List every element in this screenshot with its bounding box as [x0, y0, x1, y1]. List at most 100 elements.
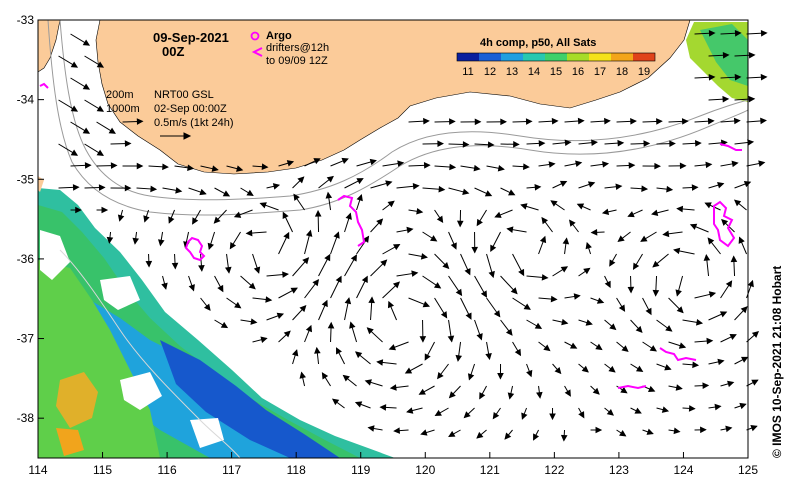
- current-vector-head: [393, 244, 401, 251]
- lat-tick-label: -34: [17, 93, 35, 107]
- lon-tick-label: 120: [415, 463, 435, 477]
- current-vector-head: [423, 117, 430, 125]
- current-vector-head: [387, 300, 395, 309]
- lon-tick-label: 124: [673, 463, 693, 477]
- current-vector-head: [618, 304, 626, 312]
- current-vector-head: [620, 386, 628, 394]
- current-vector-head: [513, 140, 520, 148]
- current-vector-head: [652, 289, 660, 297]
- current-vector-head: [282, 271, 290, 278]
- current-vector-head: [436, 215, 444, 224]
- current-vector-head: [420, 253, 428, 260]
- current-vector-head: [609, 259, 616, 267]
- current-vector-head: [561, 318, 569, 326]
- current-vector-head: [305, 324, 313, 333]
- current-vector-head: [342, 374, 350, 382]
- current-vector-head: [433, 282, 442, 289]
- current-vector-head: [448, 430, 456, 438]
- current-vector-head: [747, 139, 755, 146]
- plot-frame: [37, 19, 749, 459]
- current-vector-head: [688, 405, 696, 412]
- current-vector-head: [708, 73, 716, 81]
- current-vector-head: [380, 259, 388, 267]
- current-vector-head: [326, 175, 334, 183]
- current-vector-head: [627, 211, 635, 218]
- current-vector-head: [703, 253, 711, 261]
- current-vector-head: [564, 389, 571, 397]
- current-vector-head: [492, 411, 500, 420]
- current-vector-head: [635, 365, 644, 372]
- current-vector-head: [222, 190, 231, 197]
- current-vector-head: [354, 401, 363, 408]
- current-vector-head: [734, 29, 742, 37]
- current-vector-head: [694, 140, 702, 147]
- current-vector-head: [662, 230, 670, 238]
- current-vector-head: [652, 260, 660, 268]
- current-vector-head: [722, 95, 730, 103]
- current-vector-head: [721, 218, 729, 226]
- product-date-label: 02-Sep 00:00Z: [154, 103, 227, 115]
- current-vector-head: [541, 216, 549, 225]
- current-vector-head: [233, 211, 242, 218]
- map-date: 09-Sep-2021: [153, 30, 229, 45]
- current-vector-head: [601, 208, 610, 216]
- current-vector-head: [331, 398, 340, 406]
- current-vector-head: [621, 345, 629, 352]
- current-vector-head: [299, 371, 306, 379]
- current-vector-head: [751, 379, 759, 386]
- current-vector-head: [171, 262, 179, 270]
- current-vector-head: [569, 219, 576, 227]
- current-vector-head: [760, 73, 768, 81]
- colorbar-label: 12: [484, 66, 496, 78]
- current-vector-head: [259, 202, 267, 209]
- current-vector-head: [389, 384, 397, 391]
- current-vector-head: [246, 189, 254, 197]
- current-vector-head: [748, 95, 756, 103]
- current-vector-head: [175, 187, 183, 194]
- current-vector-head: [143, 215, 150, 223]
- current-vector-head: [192, 217, 199, 225]
- current-vector-head: [110, 162, 118, 169]
- colorbar-cell: [567, 53, 589, 61]
- current-vector-head: [448, 391, 456, 399]
- current-vector-head: [508, 189, 516, 196]
- current-vector-head: [75, 206, 82, 214]
- axes: 114 115 116 117 118 119 120 121 122 123 124 125 -33 -…: [17, 13, 759, 477]
- current-vector-head: [462, 141, 470, 148]
- current-vector-head: [758, 160, 766, 167]
- current-vector-head: [229, 242, 237, 250]
- current-vector-head: [559, 180, 568, 187]
- current-vector-head: [293, 193, 300, 201]
- current-vector-head: [406, 226, 414, 234]
- current-vector-head: [442, 262, 450, 270]
- current-vector-head: [456, 220, 464, 228]
- current-vector-head: [225, 266, 232, 274]
- lon-tick-label: 123: [609, 463, 629, 477]
- credit-text: © IMOS 10-Sep-2021 21:08 Hobart: [770, 266, 784, 458]
- current-vector-head: [676, 306, 684, 314]
- current-vector-head: [356, 193, 363, 202]
- drifter-tracks: [39, 82, 742, 390]
- current-vector-head: [576, 203, 585, 210]
- lon-tick-label: 117: [222, 463, 241, 477]
- current-vector-head: [722, 51, 730, 59]
- current-vector-head: [465, 312, 472, 320]
- current-vector-head: [362, 235, 370, 243]
- current-vector-head: [554, 366, 562, 375]
- current-vector-head: [704, 202, 712, 209]
- current-vector-head: [187, 164, 195, 172]
- current-vector-head: [585, 241, 592, 250]
- current-vector-head: [487, 141, 495, 148]
- current-vector-head: [96, 61, 105, 68]
- current-vector-head: [449, 163, 457, 171]
- current-vector-head: [450, 242, 457, 250]
- current-vector-head: [534, 184, 542, 191]
- current-vector-head: [560, 434, 568, 442]
- lon-tick-label: 114: [28, 463, 47, 477]
- current-vector-head: [751, 330, 760, 338]
- colorbar-cell: [501, 53, 523, 61]
- current-vector-head: [493, 310, 501, 318]
- current-vector-head: [467, 373, 475, 381]
- current-vector-head: [366, 327, 374, 335]
- current-vector-head: [506, 226, 514, 233]
